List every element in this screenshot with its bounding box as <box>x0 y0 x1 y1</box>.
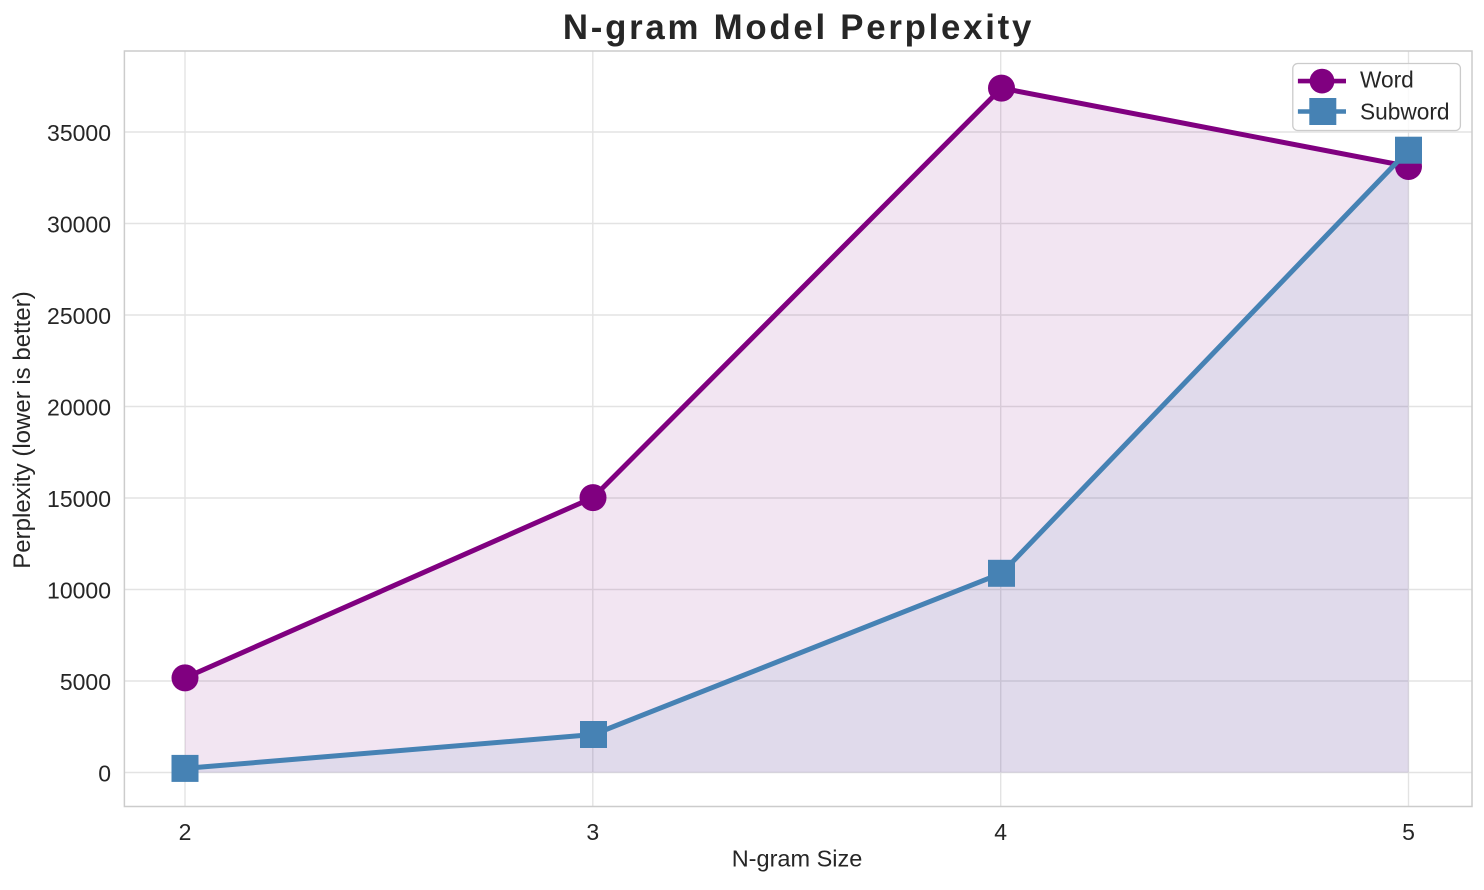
svg-text:30000: 30000 <box>47 212 111 238</box>
svg-text:10000: 10000 <box>47 578 111 604</box>
svg-text:Word: Word <box>1360 67 1414 93</box>
svg-text:3: 3 <box>586 819 599 845</box>
svg-text:4: 4 <box>994 819 1007 845</box>
svg-text:25000: 25000 <box>47 303 111 329</box>
svg-text:0: 0 <box>98 761 111 787</box>
svg-text:5000: 5000 <box>60 669 111 695</box>
svg-text:2: 2 <box>179 819 192 845</box>
svg-text:15000: 15000 <box>47 486 111 512</box>
svg-text:N-gram Size: N-gram Size <box>732 846 863 872</box>
svg-text:35000: 35000 <box>47 120 111 146</box>
svg-text:Perplexity (lower is better): Perplexity (lower is better) <box>9 291 36 568</box>
svg-text:5: 5 <box>1402 819 1415 845</box>
svg-text:N-gram Model Perplexity: N-gram Model Perplexity <box>563 8 1034 47</box>
svg-text:20000: 20000 <box>47 395 111 421</box>
svg-text:Subword: Subword <box>1360 99 1450 125</box>
